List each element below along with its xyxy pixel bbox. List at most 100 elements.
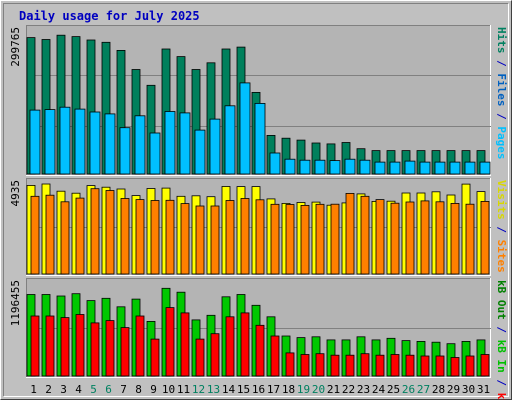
bar-sites-day-13: [210, 205, 220, 275]
bar-kbytes-out-day-23: [360, 353, 370, 377]
bar-kbytes-out-day-12: [195, 338, 205, 377]
side-legends: Hits / Files / Pages Visits / Sites kB Out…: [495, 27, 508, 400]
bar-sites-day-4: [75, 197, 85, 275]
x-tick-label-25: 25: [387, 383, 400, 396]
bar-files-day-1: [29, 109, 41, 175]
bar-kbytes-out-day-28: [435, 355, 445, 377]
side-legend-kbytes: kB Out / kB In / kB F: [495, 280, 508, 400]
bevel-inner-dark: [3, 3, 509, 397]
bar-files-day-23: [359, 159, 371, 175]
bar-files-day-10: [164, 111, 176, 175]
side-legend-part: /: [495, 107, 508, 127]
bar-kbytes-out-day-14: [225, 316, 235, 377]
bar-kbytes-out-day-4: [75, 314, 85, 377]
panel-kbytes: 1196455: [9, 278, 491, 378]
bar-kbytes-out-day-10: [165, 307, 175, 377]
series-sites: [30, 188, 490, 275]
bar-files-day-17: [269, 152, 281, 175]
side-legend-part: kB Out: [495, 280, 508, 320]
bar-kbytes-out-day-2: [45, 315, 55, 377]
bar-sites-day-1: [30, 195, 40, 275]
bar-files-day-5: [89, 111, 101, 175]
bar-sites-day-3: [60, 201, 70, 275]
x-tick-label-16: 16: [252, 383, 265, 396]
x-tick-label-14: 14: [222, 383, 236, 396]
bar-sites-day-28: [435, 201, 445, 275]
bar-files-day-13: [209, 118, 221, 175]
side-legend-part: kB F: [495, 393, 508, 400]
bar-sites-day-31: [480, 200, 490, 275]
bar-files-day-29: [449, 161, 461, 175]
side-legend-part: Sites: [495, 240, 508, 273]
x-tick-label-17: 17: [267, 383, 280, 396]
side-legend-part: /: [495, 373, 508, 393]
bar-files-day-31: [479, 161, 491, 175]
bar-kbytes-out-day-8: [135, 315, 145, 377]
bar-kbytes-out-day-26: [405, 354, 415, 377]
bar-sites-day-8: [135, 199, 145, 275]
side-legend-part: /: [495, 54, 508, 74]
bar-files-day-3: [59, 106, 71, 175]
x-tick-label-2: 2: [45, 383, 52, 396]
x-tick-label-1: 1: [30, 383, 37, 396]
x-tick-label-31: 31: [477, 383, 490, 396]
bar-kbytes-out-day-17: [270, 335, 280, 377]
x-tick-label-9: 9: [150, 383, 157, 396]
side-legend-part: Visits: [495, 180, 508, 220]
bar-files-day-11: [179, 112, 191, 175]
chart-panels: 299765 4935 1196455: [9, 25, 491, 378]
bar-sites-day-16: [255, 199, 265, 275]
bar-kbytes-out-day-30: [465, 355, 475, 377]
bar-files-day-19: [299, 159, 311, 175]
side-legend-part: kB In: [495, 340, 508, 373]
bar-sites-day-5: [90, 188, 100, 275]
bar-sites-day-25: [390, 202, 400, 275]
bevel-inner-light: [3, 3, 509, 397]
bar-files-day-27: [419, 161, 431, 175]
bar-sites-day-30: [465, 203, 475, 275]
bar-kbytes-out-day-19: [300, 354, 310, 377]
bar-sites-day-18: [285, 204, 295, 275]
bar-files-day-4: [74, 108, 86, 175]
bar-sites-day-27: [420, 200, 430, 275]
panel-hits: 299765: [9, 25, 491, 176]
x-axis-labels: 1 2 3 4 5 6 7 8 9 10 11 12 13 14 15 16 17 18 19 20 21 22 23 24 2…: [30, 383, 490, 396]
bar-kbytes-out-day-18: [285, 352, 295, 377]
bar-kbytes-out-day-25: [390, 354, 400, 377]
bar-files-day-22: [344, 158, 356, 175]
bar-files-day-9: [149, 132, 161, 175]
bar-kbytes-out-day-3: [60, 317, 70, 377]
bar-kbytes-out-day-11: [180, 312, 190, 377]
bar-kbytes-out-day-9: [150, 338, 160, 377]
y-max-label-visits: 4935: [9, 180, 22, 207]
series-kbytes-out: [30, 307, 490, 377]
bar-sites-day-21: [330, 203, 340, 275]
x-tick-label-20: 20: [312, 383, 325, 396]
x-tick-label-10: 10: [162, 383, 175, 396]
bar-sites-day-20: [315, 203, 325, 275]
bar-sites-day-9: [150, 200, 160, 275]
bar-sites-day-10: [165, 199, 175, 275]
bar-files-day-28: [434, 161, 446, 175]
x-tick-label-3: 3: [60, 383, 67, 396]
bar-sites-day-11: [180, 203, 190, 275]
bar-sites-day-24: [375, 199, 385, 275]
x-tick-label-4: 4: [75, 383, 82, 396]
bar-sites-day-7: [120, 198, 130, 275]
x-tick-label-15: 15: [237, 383, 250, 396]
bar-kbytes-out-day-15: [240, 312, 250, 377]
bar-kbytes-out-day-7: [120, 327, 130, 377]
x-tick-label-5: 5: [90, 383, 97, 396]
bar-files-day-6: [104, 113, 116, 175]
bar-files-day-12: [194, 129, 206, 175]
y-max-label-kbytes: 1196455: [9, 280, 22, 326]
x-tick-label-30: 30: [462, 383, 475, 396]
bar-files-day-20: [314, 159, 326, 175]
x-tick-label-13: 13: [207, 383, 220, 396]
bar-sites-day-6: [105, 190, 115, 275]
x-tick-label-24: 24: [372, 383, 386, 396]
side-legend-part: /: [495, 320, 508, 340]
side-legend-visits: Visits / Sites: [495, 180, 508, 273]
bar-kbytes-out-day-31: [480, 354, 490, 377]
